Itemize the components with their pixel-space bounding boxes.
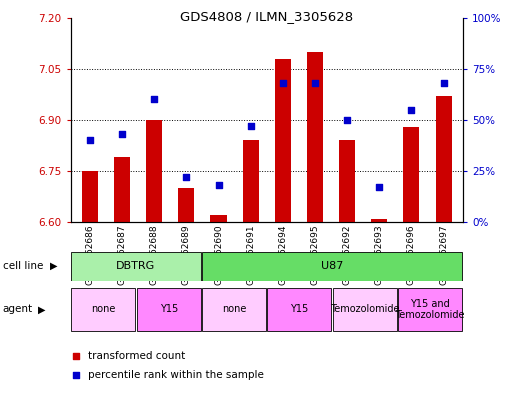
Bar (178, 188, 195, 222)
Bar (267, 288, 332, 331)
Bar (202, 288, 266, 331)
Point (439, 80, 448, 86)
Bar (243, 140, 259, 222)
Text: none: none (222, 305, 246, 314)
Text: GDS4808 / ILMN_3305628: GDS4808 / ILMN_3305628 (180, 10, 354, 23)
Point (343, 117, 351, 123)
Text: agent: agent (3, 305, 33, 314)
Point (182, 174, 190, 180)
Bar (82, 171, 98, 222)
Text: DBTRG: DBTRG (116, 261, 156, 271)
Bar (307, 52, 323, 222)
Text: Y15 and
Temozolomide: Y15 and Temozolomide (395, 299, 465, 320)
Point (279, 80, 287, 86)
Text: transformed count: transformed count (88, 351, 186, 361)
Text: Y15: Y15 (290, 305, 309, 314)
Bar (202, 252, 462, 281)
Bar (398, 288, 462, 331)
Bar (146, 120, 162, 222)
Text: ▶: ▶ (50, 261, 57, 271)
Text: U87: U87 (321, 261, 343, 271)
Bar (436, 96, 451, 222)
Point (86, 137, 94, 143)
Point (311, 80, 319, 86)
Bar (403, 127, 419, 222)
Point (72, 372, 81, 378)
Bar (137, 288, 201, 331)
Bar (114, 157, 130, 222)
Text: Y15: Y15 (160, 305, 178, 314)
Point (375, 184, 383, 191)
Text: cell line: cell line (3, 261, 43, 271)
Bar (71, 252, 201, 281)
Point (407, 107, 416, 113)
Text: none: none (91, 305, 116, 314)
Bar (71, 288, 135, 331)
Point (118, 131, 126, 137)
Point (246, 123, 255, 129)
Point (150, 96, 158, 103)
Bar (333, 288, 397, 331)
Text: ▶: ▶ (38, 305, 45, 314)
Bar (371, 219, 388, 222)
Text: percentile rank within the sample: percentile rank within the sample (88, 370, 264, 380)
Point (72, 353, 81, 359)
Point (214, 182, 223, 188)
Bar (210, 215, 226, 222)
Bar (275, 59, 291, 222)
Bar (339, 140, 355, 222)
Text: Temozolomide: Temozolomide (330, 305, 400, 314)
